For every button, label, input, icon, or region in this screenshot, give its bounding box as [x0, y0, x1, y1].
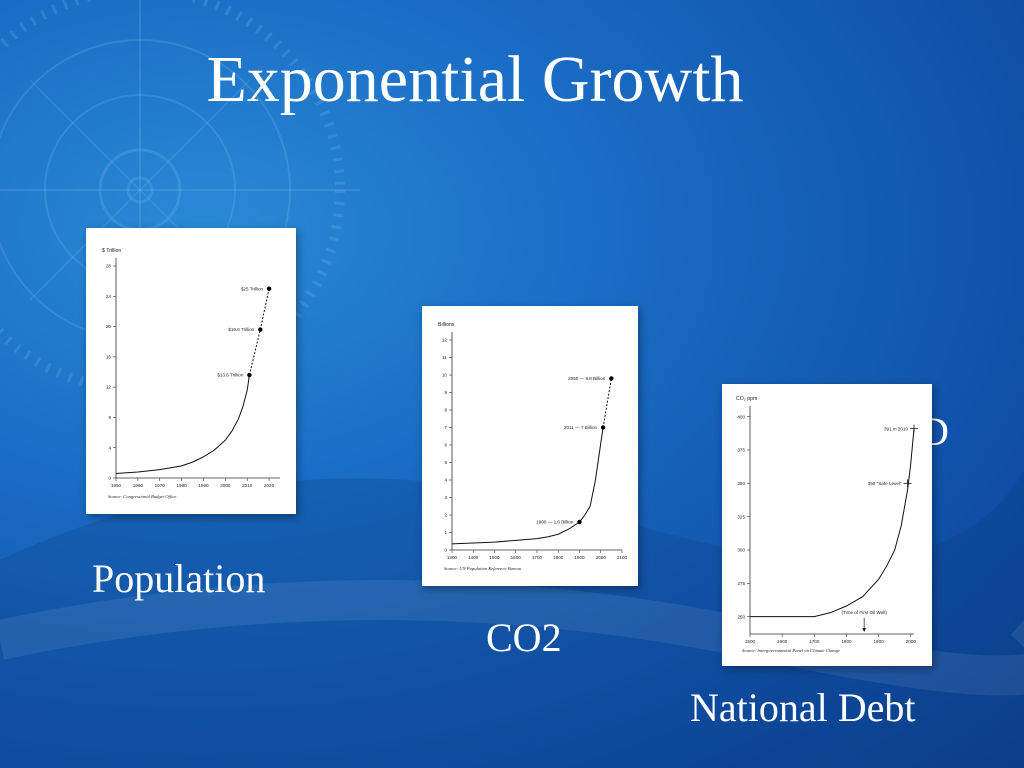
y-axis-label: CO₂ ppm	[736, 396, 757, 402]
data-point	[609, 376, 614, 381]
x-tick-label: 1960	[133, 483, 144, 488]
x-tick-label: 1400	[468, 555, 479, 560]
slide-title: Exponential Growth	[206, 43, 744, 116]
y-axis-label: $ Trillion	[102, 248, 121, 254]
y-tick-label: 0	[108, 476, 111, 481]
y-tick-label: 12	[442, 338, 448, 343]
x-tick-label: 1900	[874, 639, 885, 644]
y-tick-label: 6	[444, 443, 447, 448]
y-tick-label: 1	[444, 530, 447, 535]
annotation-arrowhead	[862, 628, 866, 632]
y-tick-label: 8	[108, 415, 111, 420]
x-tick-label: 1800	[841, 639, 852, 644]
y-tick-label: 350	[737, 481, 745, 486]
y-tick-label: 9	[444, 390, 447, 395]
x-tick-label: 2000	[906, 639, 917, 644]
data-point	[247, 372, 252, 378]
y-tick-label: 400	[737, 414, 745, 419]
y-tick-label: 375	[737, 448, 745, 453]
x-tick-label: 1950	[111, 483, 122, 488]
x-tick-label: 1600	[777, 639, 788, 644]
y-tick-label: 250	[737, 614, 745, 619]
data-label: $25 Trillion	[241, 286, 264, 291]
y-tick-label: 7	[444, 425, 447, 430]
x-tick-label: 1990	[198, 483, 209, 488]
x-tick-label: 1600	[511, 555, 522, 560]
caption-co2: CO2	[486, 615, 562, 660]
y-tick-label: 275	[737, 581, 745, 586]
y-tick-label: 325	[737, 514, 745, 519]
data-label: 350 "Safe Level"	[868, 481, 902, 486]
y-tick-label: 0	[444, 548, 447, 553]
x-tick-label: 1980	[176, 483, 187, 488]
chart-card-co2: CO₂ ppm 250 275 300 325 350 375 400 1500 1600 1700…	[722, 384, 932, 666]
y-tick-label: 11	[442, 355, 447, 360]
caption-national-debt: National Debt	[690, 685, 916, 730]
series-line-dashed	[248, 288, 270, 376]
y-tick-label: 4	[108, 445, 111, 450]
x-tick-label: 1700	[809, 639, 820, 644]
y-axis-label: Billions	[438, 322, 455, 328]
chart-source: Source: UN Population Reference Bureau	[444, 566, 522, 571]
y-tick-label: 10	[442, 373, 448, 378]
y-tick-label: 12	[106, 385, 112, 390]
data-label: 391 in 2010	[884, 426, 908, 431]
series-line-solid	[750, 428, 915, 618]
annotation-label: (Time of First Oil Well)	[841, 610, 887, 615]
y-tick-label: 2	[444, 513, 447, 518]
data-point	[577, 519, 582, 525]
x-tick-label: 1500	[489, 555, 500, 560]
x-tick-label: 1700	[532, 555, 543, 560]
x-tick-label: 2100	[617, 555, 628, 560]
x-tick-label: 1500	[745, 639, 756, 644]
x-tick-label: 1300	[447, 555, 458, 560]
debt-chart: $ Trillion 0 4 8 12 16 20 24 28 1950 1960 1970 1980 1…	[102, 248, 280, 499]
x-tick-label: 2000	[596, 555, 607, 560]
data-point	[600, 425, 606, 430]
x-tick-label: 1800	[553, 555, 564, 560]
chart-card-population: Billions 0 1 2 3 4 5 6 7 8 9 10 11 12 1300 1400 1500 1600…	[422, 306, 638, 586]
series-line-solid	[115, 374, 250, 474]
y-tick-label: 24	[106, 294, 112, 299]
y-tick-label: 3	[444, 495, 447, 500]
chart-source: Source: Congressional Budget Office	[108, 494, 176, 499]
x-tick-label: 2020	[264, 483, 275, 488]
caption-population: Population	[92, 556, 266, 601]
data-point	[266, 286, 272, 291]
data-label: 2050 — 9.8 Billion	[568, 376, 606, 381]
y-tick-label: 8	[444, 408, 447, 413]
x-tick-label: 2000	[220, 483, 231, 488]
data-label: $19.6 Trillion	[228, 327, 254, 332]
x-tick-label: 2010	[242, 483, 253, 488]
data-label: $13.6 Trillion	[217, 373, 243, 378]
y-tick-label: 20	[106, 324, 112, 329]
y-tick-label: 5	[444, 460, 447, 465]
co2-chart: CO₂ ppm 250 275 300 325 350 375 400 1500 1600 1700…	[736, 396, 918, 653]
y-tick-label: 28	[106, 264, 112, 269]
series-line-solid	[451, 427, 604, 545]
data-label: 2011 — 7 Billion	[564, 425, 598, 430]
y-tick-label: 4	[444, 478, 447, 483]
chart-source: Source: Intergovernmental Panel on Clima…	[742, 648, 840, 653]
chart-card-debt: $ Trillion 0 4 8 12 16 20 24 28 1950 1960 1970 1980 1…	[86, 228, 296, 514]
x-tick-label: 1900	[574, 555, 585, 560]
data-label: 1900 — 1.6 Billion	[536, 520, 574, 525]
series-line-dashed	[602, 378, 612, 428]
y-tick-label: 300	[737, 548, 745, 553]
x-tick-label: 1970	[155, 483, 166, 488]
data-point	[258, 327, 263, 332]
y-tick-label: 16	[106, 354, 112, 359]
